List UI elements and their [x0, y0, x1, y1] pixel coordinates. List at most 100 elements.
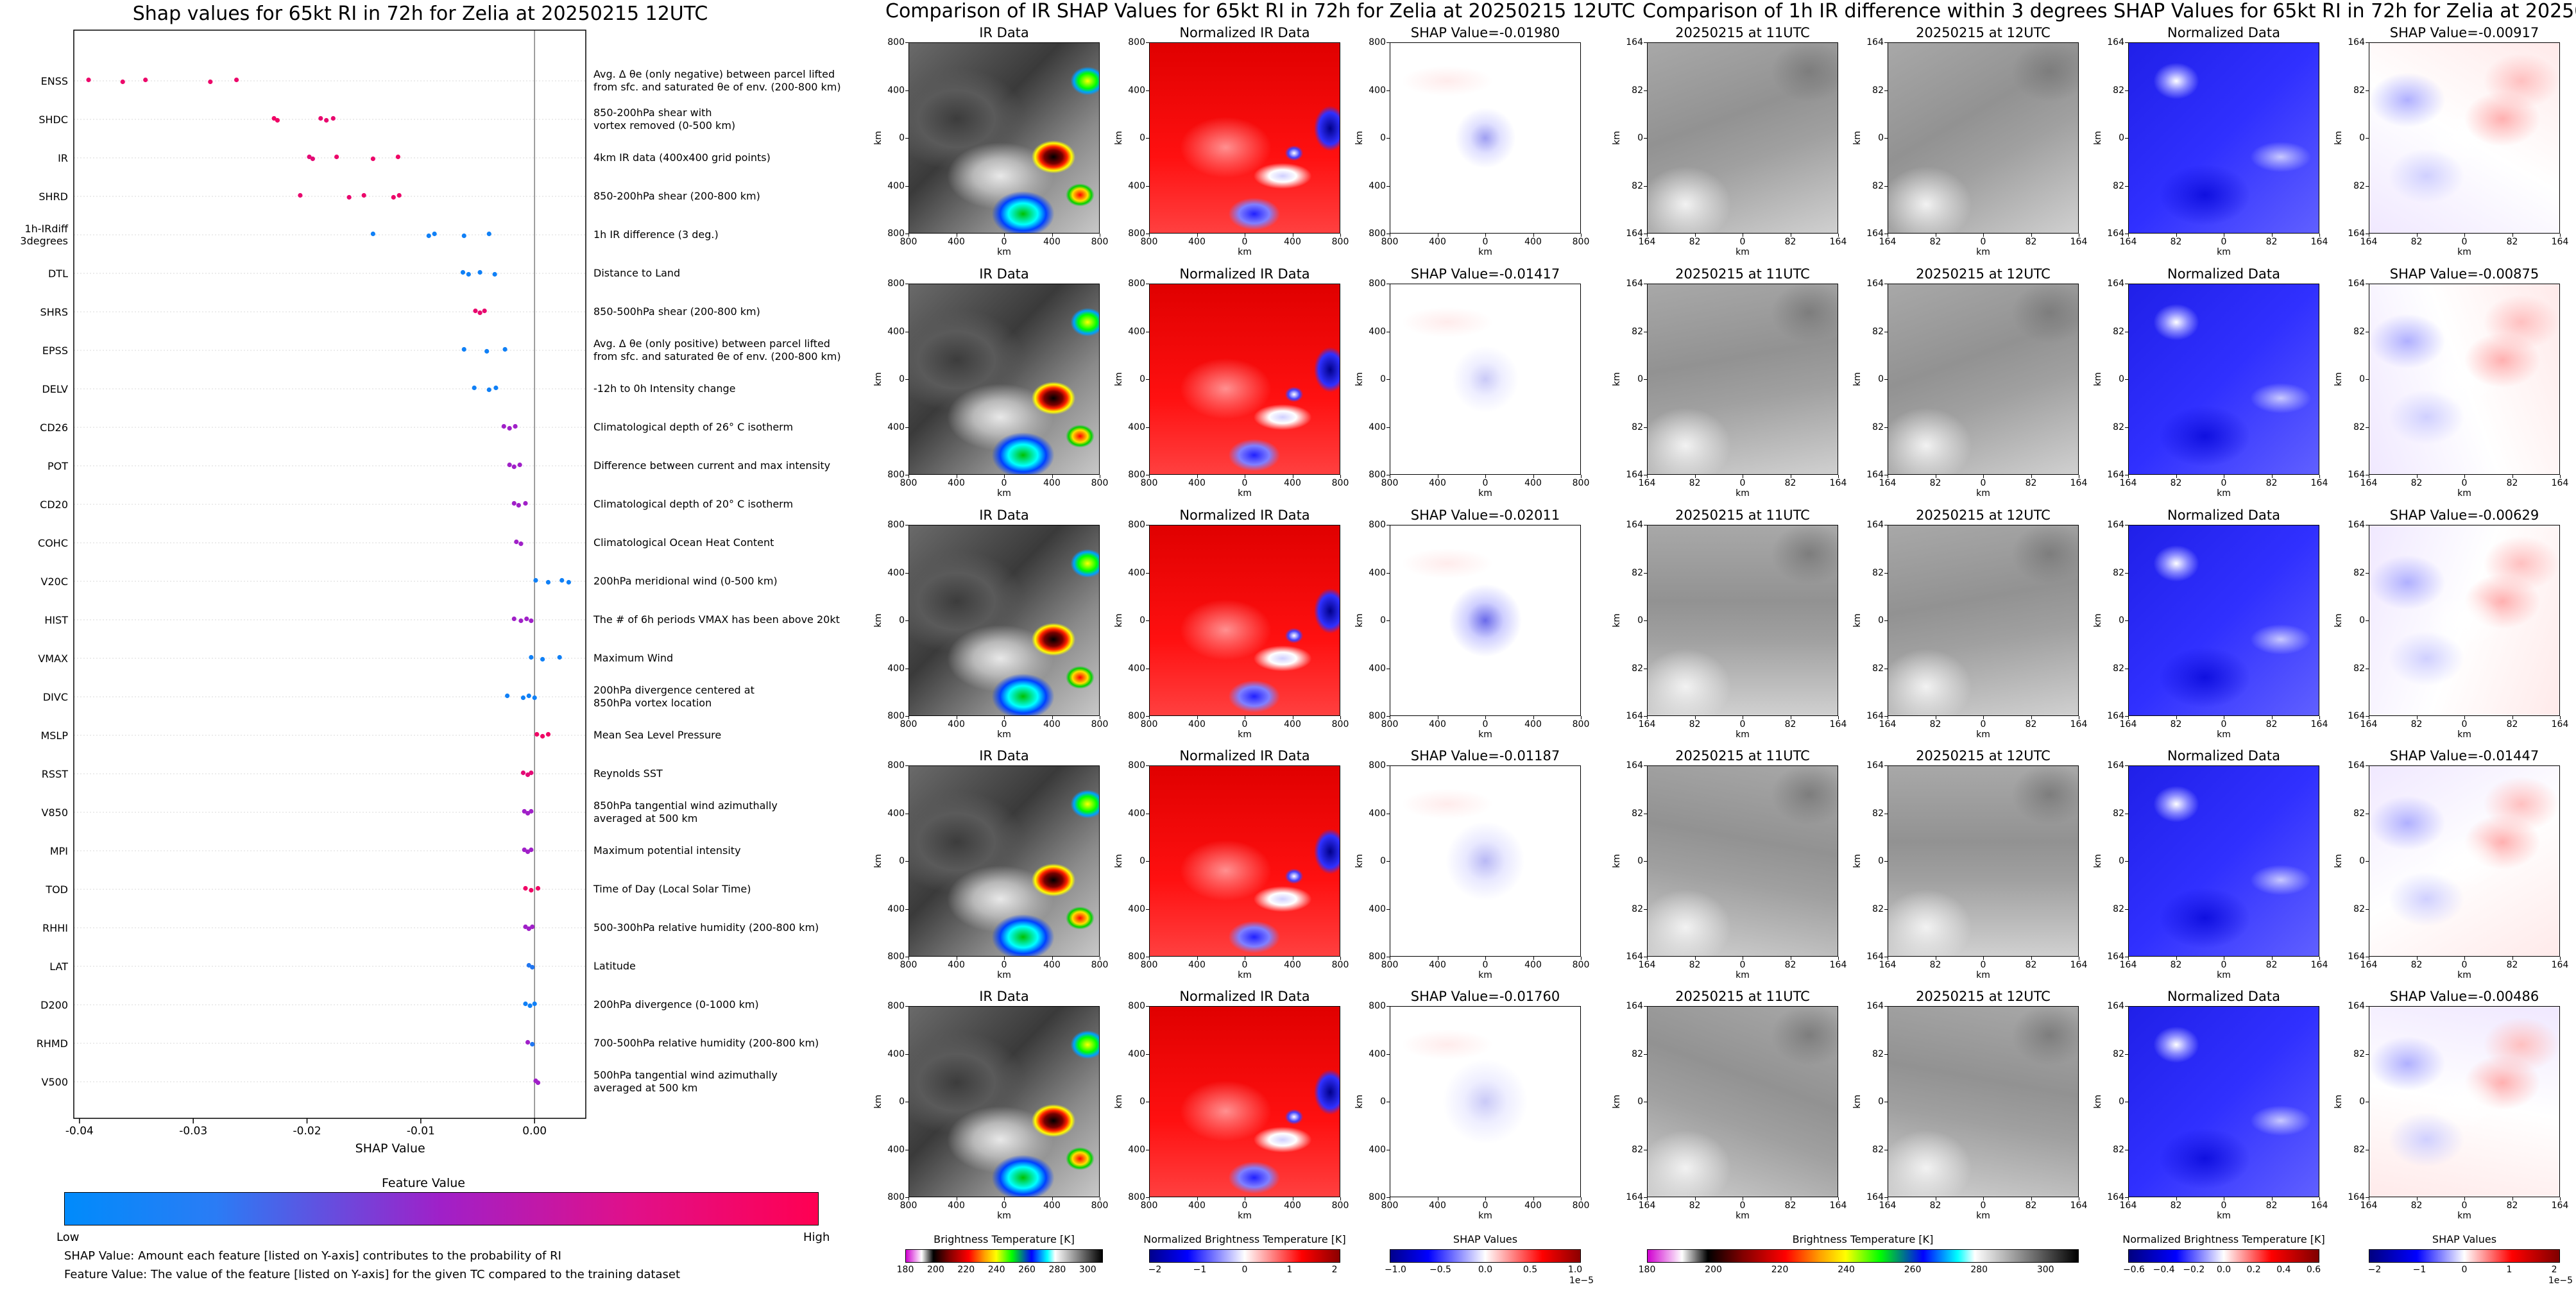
y-axis-label: km: [1611, 131, 1622, 145]
shap-point: [501, 423, 506, 429]
y-tick-mark: [1386, 42, 1390, 43]
x-tick-label: 400: [1284, 960, 1301, 970]
feature-description: 200hPa divergence (0-1000 km): [593, 998, 759, 1011]
y-tick-mark: [905, 1006, 908, 1007]
shap-point: [361, 192, 366, 198]
y-tick-label: 164: [2107, 520, 2124, 530]
ir-data-panel: [908, 1006, 1100, 1197]
y-tick-label: 800: [887, 228, 905, 239]
y-axis-label: km: [873, 613, 883, 627]
x-tick-mark: [1533, 957, 1534, 960]
y-tick-label: 164: [2107, 1001, 2124, 1011]
panel-title: IR Data: [979, 266, 1029, 282]
colorbar-tick-label: 0.2: [2246, 1265, 2261, 1275]
x-tick-label: 82: [2506, 237, 2518, 247]
shap-point: [526, 693, 531, 699]
y-tick-label: 0: [899, 374, 905, 384]
shap-point: [525, 1039, 531, 1045]
y-tick-label: 164: [1626, 1192, 1643, 1202]
x-tick-mark: [1983, 957, 1984, 960]
legend-note-feature: Feature Value: The value of the feature …: [64, 1268, 681, 1281]
y-tick-label: 82: [2113, 180, 2124, 191]
y-tick-mark: [1644, 138, 1647, 139]
y-tick-mark: [2125, 427, 2128, 428]
y-tick-mark: [905, 765, 908, 766]
ir-12utc-panel: [1888, 42, 2079, 234]
panel-title: IR Data: [979, 508, 1029, 523]
x-tick-label: 164: [2119, 960, 2137, 970]
shap-point: [432, 231, 437, 237]
x-tick-mark: [1533, 475, 1534, 478]
x-axis-label: km: [1238, 970, 1252, 980]
y-tick-label: 800: [1369, 278, 1386, 289]
y-tick-label: 800: [1369, 470, 1386, 480]
y-tick-mark: [1386, 427, 1390, 428]
x-tick-label: 82: [2506, 960, 2518, 970]
y-tick-label: 400: [1128, 180, 1145, 191]
x-tick-mark: [2416, 957, 2418, 960]
panel-title: 20250215 at 12UTC: [1916, 25, 2051, 40]
shap-point: [426, 233, 431, 239]
panel-title: Normalized IR Data: [1179, 25, 1310, 40]
x-tick-mark: [2416, 1197, 2418, 1200]
shap-point: [330, 115, 336, 121]
y-tick-label: 0: [1380, 856, 1386, 866]
y-tick-label: 164: [1626, 760, 1643, 771]
y-tick-label: 164: [1866, 1192, 1884, 1202]
y-axis-label: km: [2092, 1095, 2103, 1109]
x-tick-label: 82: [1784, 719, 1796, 730]
x-tick-label: 82: [1784, 478, 1796, 488]
x-tick-mark: [2512, 716, 2513, 719]
y-tick-label: 82: [1632, 1048, 1643, 1059]
feature-description: 4km IR data (400x400 grid points): [593, 151, 771, 164]
colorbar-tick-label: 1.0: [1567, 1265, 1583, 1275]
panel-title: IR Data: [979, 748, 1029, 764]
y-tick-label: 400: [1128, 663, 1145, 674]
y-tick-mark: [1884, 42, 1888, 43]
y-tick-label: 82: [2113, 903, 2124, 914]
y-tick-label: 82: [1632, 422, 1643, 432]
shap-point: [486, 387, 491, 393]
y-tick-label: 0: [899, 856, 905, 866]
y-tick-label: 164: [2107, 952, 2124, 962]
x-tick-mark: [2464, 1197, 2465, 1200]
ir-shap-panel: [1390, 284, 1581, 475]
feature-description: The # of 6h periods VMAX has been above …: [593, 613, 840, 626]
y-tick-mark: [2125, 909, 2128, 910]
y-tick-mark: [905, 716, 908, 717]
y-tick-mark: [1644, 90, 1647, 91]
y-tick-label: 0: [2359, 856, 2365, 866]
x-tick-label: 164: [1638, 719, 1656, 730]
y-tick-mark: [1146, 572, 1149, 574]
y-tick-label: 400: [887, 1048, 905, 1059]
x-tick-mark: [2560, 716, 2561, 719]
diff-shap-panel: [2369, 42, 2560, 234]
colorbar-tick-label: 1: [2506, 1265, 2512, 1275]
y-tick-mark: [1146, 185, 1149, 187]
x-tick-label: 400: [1188, 478, 1206, 488]
feature-value-colorbar: [64, 1192, 819, 1225]
shap-point: [529, 770, 534, 776]
shap-point: [461, 233, 466, 239]
y-tick-label: 0: [899, 615, 905, 626]
feature-value-label: Feature Value: [381, 1176, 465, 1190]
y-tick-mark: [1146, 909, 1149, 910]
y-tick-label: 0: [1380, 374, 1386, 384]
x-tick-mark: [2128, 475, 2129, 478]
x-tick-mark: [2416, 475, 2418, 478]
y-tick-label: 0: [2359, 1097, 2365, 1107]
y-tick-label: 400: [887, 663, 905, 674]
shap-point: [523, 885, 528, 891]
shap-point: [507, 425, 512, 431]
ir-data-panel: [908, 42, 1100, 234]
x-tick-label: 400: [1524, 237, 1542, 247]
panel-title: Normalized Data: [2167, 989, 2280, 1004]
y-tick-label: 800: [1369, 711, 1386, 721]
x-tick-label: 400: [1284, 237, 1301, 247]
y-tick-label: 82: [1632, 903, 1643, 914]
x-axis-label: km: [1238, 730, 1252, 740]
y-tick-label: 82: [2113, 85, 2124, 96]
y-tick-label: 400: [1369, 567, 1386, 578]
x-tick-mark: [1694, 475, 1696, 478]
x-tick-label: 82: [2410, 478, 2423, 488]
